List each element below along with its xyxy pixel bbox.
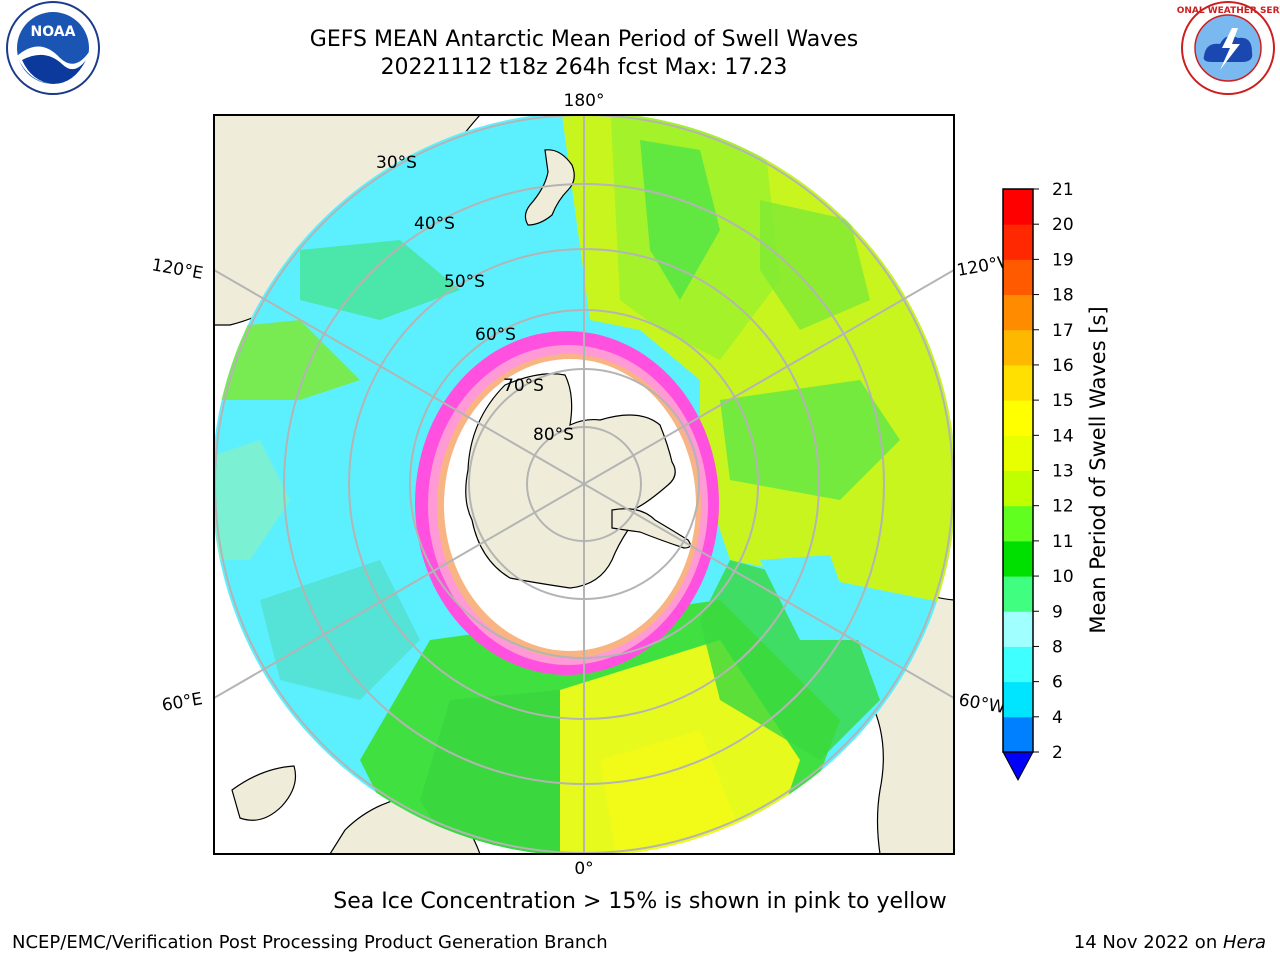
colorbar-tick-label: 4 <box>1052 708 1063 728</box>
noaa-logo: NOAA <box>6 1 100 95</box>
latitude-label: 30°S <box>376 153 417 173</box>
colorbar-tick-label: 13 <box>1052 462 1074 482</box>
antarctic-peninsula <box>611 508 691 549</box>
latitude-label: 40°S <box>414 214 455 234</box>
colorbar-tick-label: 20 <box>1052 215 1074 235</box>
colorbar-tick-label: 9 <box>1052 602 1063 622</box>
colorbar-segment <box>1003 329 1033 366</box>
colorbar-tick-label: 19 <box>1052 250 1074 270</box>
colorbar-segment <box>1003 364 1033 401</box>
nws-logo-text: NATIONAL WEATHER SERVICE <box>1176 6 1280 16</box>
colorbar-tick-label: 8 <box>1052 637 1063 657</box>
chart-subtitle: 20221112 t18z 264h fcst Max: 17.23 <box>380 55 788 80</box>
colorbar-tick-label: 6 <box>1052 673 1063 693</box>
nws-logo: NATIONAL WEATHER SERVICE <box>1176 1 1280 95</box>
map-frame <box>213 114 955 855</box>
footer-date: 14 Nov 2022 on Hera <box>1074 932 1266 953</box>
colorbar-segment <box>1003 681 1033 718</box>
colorbar-tick-label: 2 <box>1052 743 1063 763</box>
colorbar-tick-label: 21 <box>1052 180 1074 200</box>
colorbar-segment <box>1003 400 1033 436</box>
latitude-label: 50°S <box>444 272 485 292</box>
latitude-label: 80°S <box>533 425 574 445</box>
colorbar-segment <box>1003 224 1033 260</box>
madagascar-landmass <box>231 765 297 821</box>
colorbar-tick-label: 15 <box>1052 391 1074 411</box>
colorbar: 2 4 6 8 9 10 11 12 13 14 15 16 17 18 19 20 21 <box>1002 180 1074 782</box>
meridian-label-180: 180° <box>564 91 605 111</box>
colorbar-segment <box>1003 576 1033 612</box>
colorbar-title: Mean Period of Swell Waves [s] <box>1086 306 1110 633</box>
colorbar-segment <box>1003 189 1033 225</box>
colorbar-segment <box>1003 716 1033 753</box>
colorbar-extend-arrow <box>1002 751 1034 782</box>
meridian-label-60w: 60°W <box>957 690 1007 718</box>
colorbar-segment <box>1003 435 1033 471</box>
footer-date-text: 14 Nov 2022 on <box>1073 932 1223 953</box>
meridian-label-0: 0° <box>574 859 593 879</box>
new-zealand-landmass <box>524 149 575 226</box>
colorbar-tick-label: 11 <box>1052 532 1074 552</box>
colorbar-segment <box>1003 646 1033 683</box>
colorbar-segment <box>1003 505 1033 542</box>
colorbar-segment <box>1003 259 1033 296</box>
latitude-label: 70°S <box>503 376 544 396</box>
latitude-label: 60°S <box>475 325 516 345</box>
colorbar-tick-label: 16 <box>1052 356 1074 376</box>
colorbar-tick-label: 12 <box>1052 497 1074 517</box>
colorbar-segment <box>1003 470 1033 507</box>
footer-credit: NCEP/EMC/Verification Post Processing Pr… <box>12 932 608 953</box>
meridian-label-60e: 60°E <box>160 689 204 716</box>
colorbar-tick-label: 18 <box>1052 286 1074 306</box>
noaa-logo-text: NOAA <box>31 24 76 40</box>
colorbar-tick-label: 10 <box>1052 567 1074 587</box>
colorbar-tick-label: 14 <box>1052 426 1074 446</box>
sea-ice-caption: Sea Ice Concentration > 15% is shown in … <box>333 889 947 914</box>
colorbar-segment <box>1003 540 1033 577</box>
colorbar-segment <box>1003 611 1033 647</box>
chart-title: GEFS MEAN Antarctic Mean Period of Swell… <box>309 27 859 52</box>
meridian-label-120e: 120°E <box>150 255 204 284</box>
colorbar-tick-label: 17 <box>1052 321 1074 341</box>
footer-host: Hera <box>1222 932 1266 953</box>
colorbar-segment <box>1003 294 1033 331</box>
